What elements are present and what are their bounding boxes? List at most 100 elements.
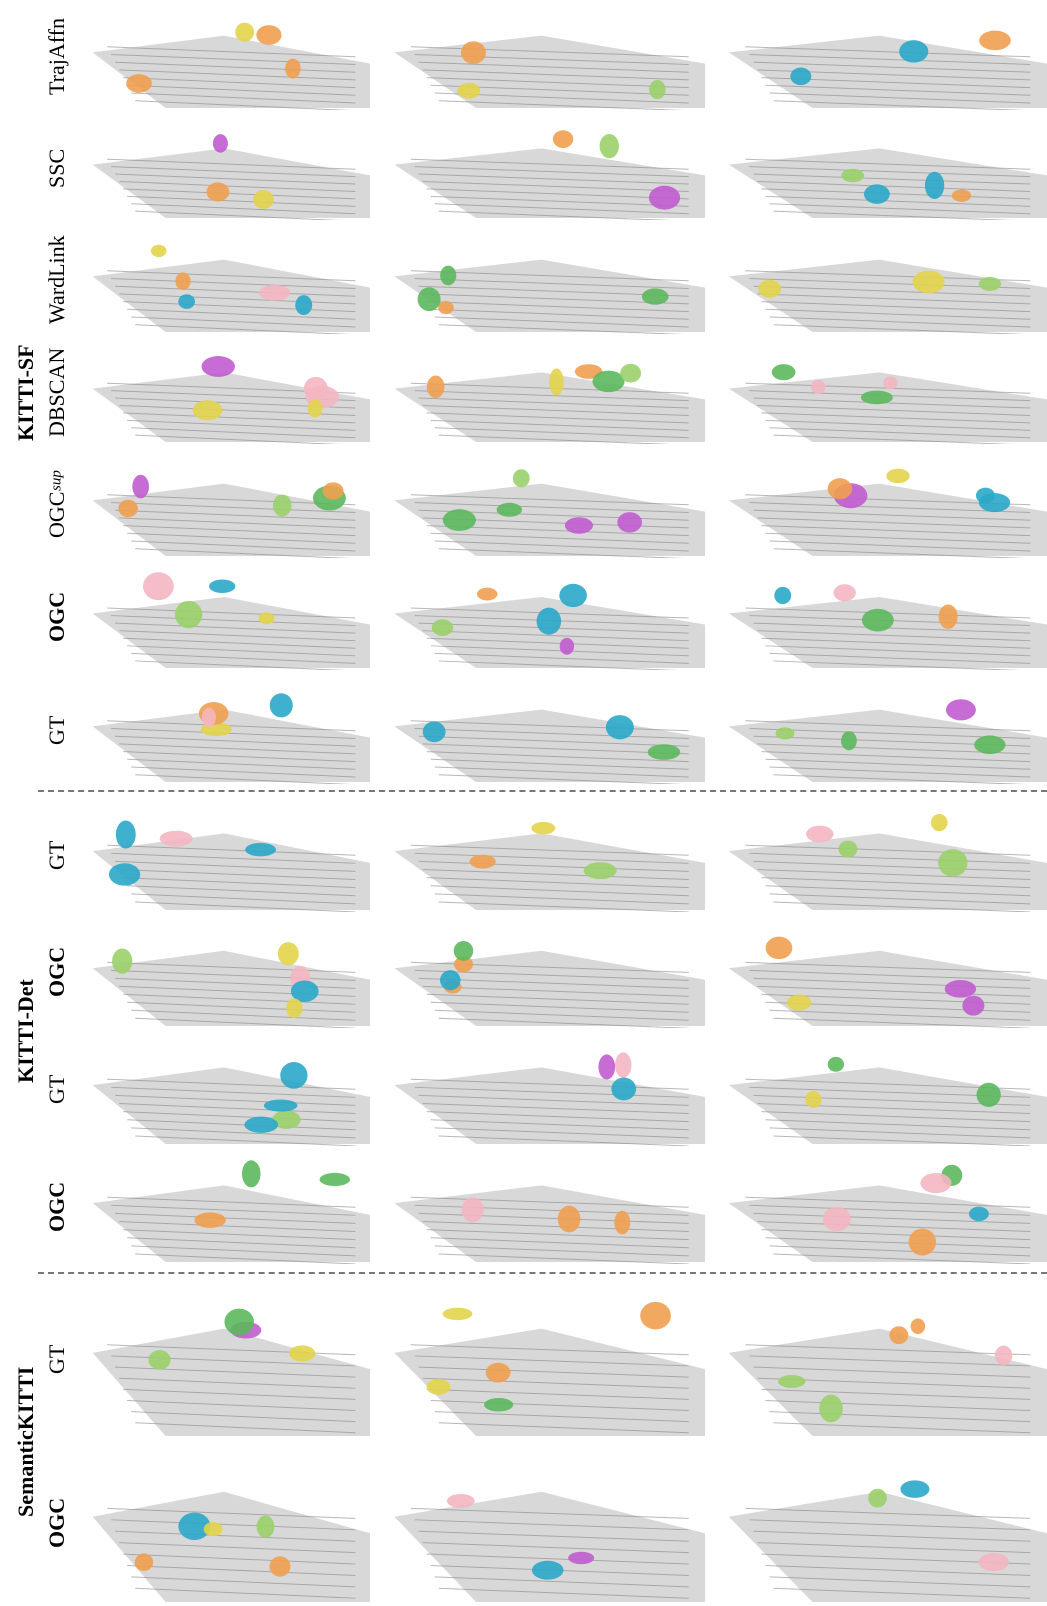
point-cloud-panel bbox=[78, 564, 370, 670]
object-segment bbox=[273, 494, 292, 516]
point-cloud-panel bbox=[378, 564, 705, 670]
object-segment bbox=[470, 855, 496, 869]
object-segment bbox=[202, 708, 216, 727]
object-segment bbox=[242, 1160, 261, 1187]
object-segment bbox=[834, 584, 856, 601]
object-segment bbox=[194, 1212, 225, 1227]
object-segment bbox=[614, 1211, 630, 1235]
object-segment bbox=[774, 587, 791, 604]
object-segment bbox=[649, 80, 665, 99]
point-cloud-panel bbox=[712, 1442, 1047, 1604]
object-segment bbox=[642, 288, 669, 304]
object-segment bbox=[532, 1561, 564, 1580]
row-label-text: OGC bbox=[44, 1498, 70, 1548]
object-segment bbox=[264, 1100, 298, 1112]
object-segment bbox=[560, 638, 574, 655]
object-segment bbox=[201, 356, 234, 377]
point-cloud-panel bbox=[712, 450, 1047, 558]
object-segment bbox=[909, 1229, 937, 1256]
point-cloud-panel bbox=[378, 798, 705, 912]
row-label: GT bbox=[42, 674, 72, 786]
object-segment bbox=[758, 280, 781, 298]
row-label-text: OGC bbox=[44, 1182, 70, 1232]
object-segment bbox=[811, 380, 826, 394]
point-cloud-panel bbox=[712, 676, 1047, 784]
group-label: SemanticKITTI bbox=[8, 1278, 44, 1606]
row-label-text: DBSCAN bbox=[44, 347, 70, 436]
object-segment bbox=[969, 1207, 989, 1221]
row-label-text: OGC bbox=[44, 491, 70, 537]
object-segment bbox=[776, 727, 795, 739]
point-cloud-panel bbox=[712, 916, 1047, 1028]
object-segment bbox=[160, 831, 193, 847]
object-segment bbox=[278, 942, 299, 965]
object-segment bbox=[135, 1553, 153, 1571]
object-segment bbox=[148, 1350, 170, 1370]
object-segment bbox=[537, 608, 562, 635]
row-label-text: TrajAffn bbox=[44, 18, 70, 95]
row-label: OGC bbox=[42, 1148, 72, 1266]
object-segment bbox=[484, 1398, 513, 1412]
object-segment bbox=[447, 1494, 475, 1508]
object-segment bbox=[295, 295, 312, 315]
point-cloud-panel bbox=[78, 226, 370, 334]
object-segment bbox=[974, 736, 1005, 755]
object-segment bbox=[946, 699, 976, 720]
group-label: KITTI-Det bbox=[8, 796, 44, 1266]
object-segment bbox=[606, 715, 634, 739]
object-segment bbox=[204, 1522, 223, 1536]
object-segment bbox=[253, 190, 273, 209]
object-segment bbox=[269, 1556, 290, 1576]
row-label: OGC bbox=[42, 562, 72, 672]
object-segment bbox=[806, 826, 833, 843]
object-segment bbox=[320, 1173, 351, 1186]
ground-points bbox=[729, 1329, 1047, 1436]
object-segment bbox=[939, 604, 958, 629]
row-label: OGC bbox=[42, 914, 72, 1030]
object-segment bbox=[584, 862, 617, 879]
object-segment bbox=[615, 1052, 631, 1078]
object-segment bbox=[979, 31, 1011, 51]
object-segment bbox=[592, 371, 624, 393]
object-segment bbox=[118, 500, 138, 518]
object-segment bbox=[925, 172, 944, 199]
point-cloud-panel bbox=[378, 1032, 705, 1146]
object-segment bbox=[443, 1308, 473, 1320]
object-segment bbox=[178, 294, 195, 309]
object-segment bbox=[109, 863, 140, 885]
row-label: GT bbox=[42, 1030, 72, 1148]
object-segment bbox=[126, 74, 152, 93]
object-segment bbox=[175, 272, 190, 290]
object-segment bbox=[868, 1489, 887, 1508]
object-segment bbox=[427, 376, 445, 399]
object-segment bbox=[862, 609, 894, 632]
object-segment bbox=[256, 25, 281, 45]
point-cloud-panel bbox=[378, 450, 705, 558]
object-segment bbox=[805, 1091, 821, 1108]
object-segment bbox=[978, 1553, 1008, 1571]
point-cloud-panel bbox=[78, 340, 370, 444]
object-segment bbox=[423, 721, 446, 742]
object-segment bbox=[224, 1309, 254, 1336]
object-segment bbox=[962, 996, 984, 1016]
row-label-text: SSC bbox=[44, 148, 70, 187]
row-label-text: GT bbox=[44, 715, 70, 744]
row-label-text: OGC bbox=[44, 947, 70, 997]
point-cloud-panel bbox=[712, 226, 1047, 334]
object-segment bbox=[151, 245, 167, 257]
point-cloud-panel bbox=[712, 1280, 1047, 1438]
point-cloud-panel bbox=[378, 340, 705, 444]
object-segment bbox=[461, 41, 486, 64]
object-segment bbox=[952, 189, 971, 201]
point-cloud-panel bbox=[78, 798, 370, 912]
point-cloud-panel bbox=[378, 2, 705, 110]
object-segment bbox=[899, 40, 928, 62]
object-segment bbox=[787, 995, 812, 1011]
row-label: OGC bbox=[42, 1440, 72, 1606]
point-cloud-panel bbox=[78, 916, 370, 1028]
object-segment bbox=[454, 941, 474, 961]
object-segment bbox=[911, 1319, 926, 1334]
point-cloud-panel bbox=[378, 116, 705, 220]
object-segment bbox=[285, 59, 301, 79]
